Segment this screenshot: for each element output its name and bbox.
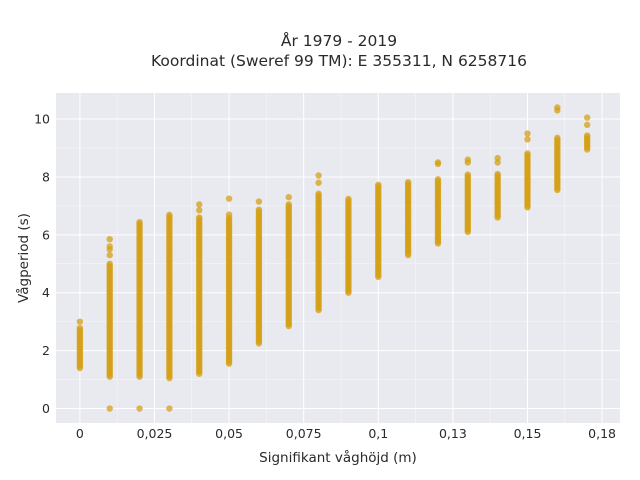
data-point	[524, 150, 531, 157]
data-point	[196, 207, 203, 214]
data-point	[225, 195, 233, 202]
data-point	[464, 171, 472, 178]
data-point	[583, 132, 591, 139]
data-point	[554, 104, 561, 111]
data-point	[464, 156, 472, 163]
data-column	[464, 156, 472, 236]
data-point	[225, 211, 233, 218]
data-point	[583, 114, 591, 121]
y-tick-label: 6	[42, 227, 50, 242]
chart-title: År 1979 - 2019	[281, 31, 397, 50]
data-point	[524, 130, 531, 137]
data-point	[106, 251, 113, 259]
data-point	[166, 405, 173, 412]
data-point	[285, 201, 292, 208]
data-point	[345, 195, 352, 203]
data-column	[524, 130, 531, 211]
x-axis-label: Signifikant våghöjd (m)	[259, 449, 417, 466]
data-column	[404, 178, 412, 259]
x-tick-label: 0	[76, 426, 84, 441]
x-tick-label: 0,13	[439, 426, 467, 441]
y-tick-label: 4	[42, 285, 50, 300]
y-tick-labels: 0 2 4 6 8 10	[34, 112, 50, 416]
x-tick-label: 0,1	[368, 426, 388, 441]
data-column	[554, 104, 561, 194]
data-point	[375, 181, 382, 188]
data-column	[166, 211, 173, 412]
data-point	[434, 159, 442, 166]
data-column	[434, 159, 442, 247]
data-column	[255, 198, 263, 347]
x-tick-label: 0,025	[137, 426, 173, 441]
data-point	[434, 176, 442, 183]
y-axis-label: Vågperiod (s)	[15, 213, 32, 303]
data-point	[583, 121, 591, 129]
data-point	[255, 198, 263, 205]
y-tick-label: 8	[42, 169, 50, 184]
data-point	[76, 318, 84, 325]
data-point	[554, 134, 561, 142]
data-column	[375, 181, 382, 281]
data-column	[583, 114, 591, 153]
x-tick-label: 0,05	[215, 426, 243, 441]
chart-subtitle: Koordinat (Sweref 99 TM): E 355311, N 62…	[151, 52, 527, 70]
data-point	[404, 178, 412, 186]
data-point	[285, 194, 292, 201]
y-tick-label: 0	[42, 401, 50, 416]
data-point	[315, 172, 322, 179]
data-point	[524, 136, 531, 143]
data-point	[106, 260, 113, 267]
data-point	[196, 214, 203, 221]
data-point	[106, 235, 113, 243]
data-column	[345, 195, 352, 296]
data-column	[225, 195, 233, 367]
data-point	[136, 405, 143, 412]
data-column	[106, 235, 113, 412]
y-tick-label: 2	[42, 343, 50, 358]
x-tick-label: 0,18	[588, 426, 616, 441]
data-column	[494, 154, 501, 221]
data-point	[76, 324, 84, 332]
x-tick-label: 0,075	[286, 426, 322, 441]
data-points	[76, 104, 591, 412]
data-point	[106, 405, 113, 412]
data-column	[196, 201, 203, 377]
data-point	[136, 218, 143, 226]
y-tick-label: 10	[34, 112, 50, 127]
data-point	[196, 201, 203, 208]
x-tick-label: 0,15	[514, 426, 542, 441]
data-point	[106, 243, 113, 250]
data-point	[166, 211, 173, 219]
data-column	[136, 218, 143, 412]
data-point	[315, 179, 322, 186]
data-column	[285, 194, 292, 330]
data-point	[494, 170, 501, 178]
data-point	[494, 154, 501, 162]
data-point	[255, 206, 263, 213]
grid-lines	[56, 93, 620, 423]
x-tick-labels: 0 0,025 0,05 0,075 0,1 0,13 0,15 0,18	[76, 426, 616, 441]
data-column	[76, 318, 84, 372]
data-column	[315, 172, 322, 314]
data-point	[315, 190, 322, 197]
